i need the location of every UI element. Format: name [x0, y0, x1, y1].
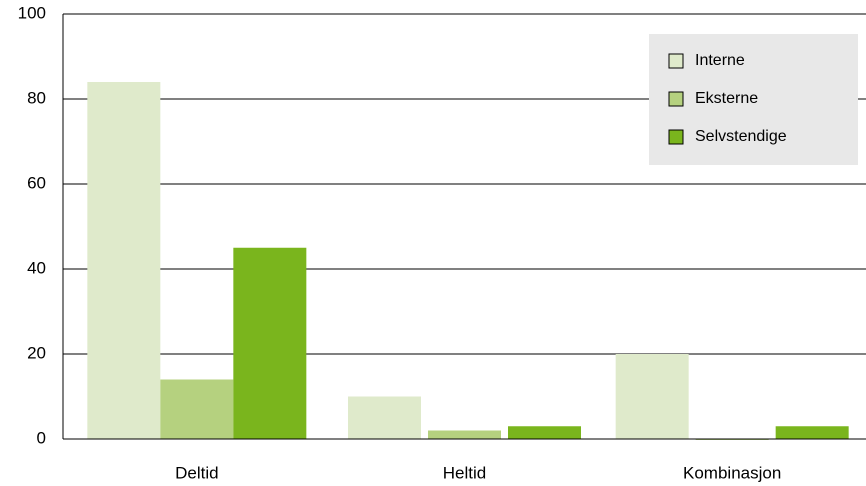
- y-tick-label: 60: [27, 173, 46, 192]
- bar: [233, 247, 307, 439]
- bar: [348, 396, 421, 439]
- y-tick-label: 20: [27, 343, 46, 362]
- legend-label: Selvstendige: [695, 128, 787, 145]
- legend-swatch: [668, 129, 684, 145]
- y-tick-label: 40: [27, 258, 46, 277]
- y-tick-label: 100: [18, 3, 46, 22]
- bar: [508, 426, 581, 439]
- bar: [428, 430, 501, 439]
- y-tick-label: 80: [27, 88, 46, 107]
- legend-swatch: [668, 91, 684, 107]
- legend-swatch: [668, 53, 684, 69]
- bar: [775, 426, 849, 439]
- x-tick-label: Heltid: [443, 463, 486, 482]
- legend-label: Interne: [695, 52, 745, 69]
- x-tick-label: Deltid: [175, 463, 218, 482]
- x-tick-label: Kombinasjon: [683, 463, 781, 482]
- y-tick-label: 0: [37, 428, 46, 447]
- legend-label: Eksterne: [695, 90, 758, 107]
- bar: [615, 354, 689, 439]
- bar: [160, 379, 234, 439]
- legend-box: [649, 34, 858, 165]
- bar: [87, 82, 161, 439]
